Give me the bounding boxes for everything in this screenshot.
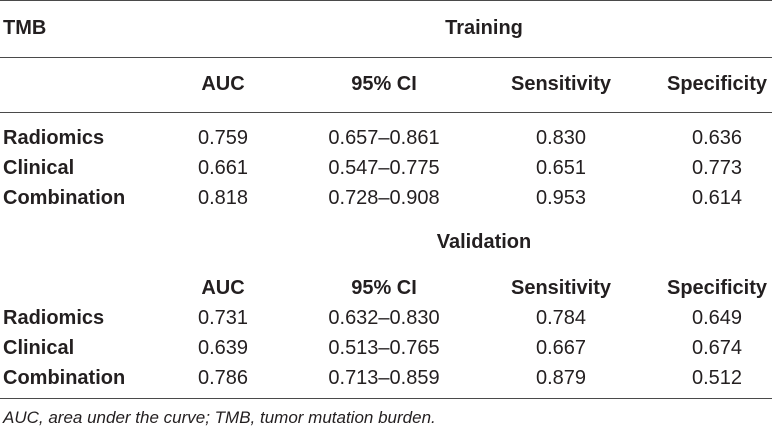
specificity-value: 0.773	[691, 157, 743, 179]
ci-value: 0.513–0.765	[328, 337, 440, 359]
section-title-training: Training	[445, 17, 523, 39]
row-label: Clinical	[3, 337, 75, 359]
column-header-auc: AUC	[201, 73, 245, 95]
ci-value: 0.657–0.861	[328, 127, 440, 149]
column-header-sensitivity: Sensitivity	[510, 73, 612, 95]
table-footnote: AUC, area under the curve; TMB, tumor mu…	[3, 408, 436, 427]
sensitivity-value: 0.784	[535, 307, 587, 329]
ci-value: 0.728–0.908	[328, 187, 440, 209]
sensitivity-value: 0.879	[535, 367, 587, 389]
column-header-ci: 95% CI	[351, 73, 417, 95]
specificity-value: 0.614	[691, 187, 743, 209]
row-label: Combination	[3, 367, 126, 389]
row-label: Radiomics	[3, 307, 105, 329]
header-rule	[0, 57, 772, 58]
specificity-value: 0.636	[691, 127, 743, 149]
auc-value: 0.639	[197, 337, 249, 359]
sensitivity-value: 0.953	[535, 187, 587, 209]
sensitivity-value: 0.651	[535, 157, 587, 179]
auc-value: 0.731	[197, 307, 249, 329]
sensitivity-value: 0.667	[535, 337, 587, 359]
column-header-ci: 95% CI	[351, 277, 417, 299]
auc-value: 0.661	[197, 157, 249, 179]
top-rule	[0, 0, 772, 1]
row-label: Radiomics	[3, 127, 105, 149]
column-header-auc: AUC	[201, 277, 245, 299]
corner-label: TMB	[3, 17, 47, 39]
auc-value: 0.818	[197, 187, 249, 209]
bottom-rule	[0, 398, 772, 399]
ci-value: 0.547–0.775	[328, 157, 440, 179]
ci-value: 0.713–0.859	[328, 367, 440, 389]
specificity-value: 0.649	[691, 307, 743, 329]
auc-value: 0.759	[197, 127, 249, 149]
ci-value: 0.632–0.830	[328, 307, 440, 329]
section-title-validation: Validation	[436, 231, 532, 253]
column-header-specificity: Specificity	[666, 73, 768, 95]
specificity-value: 0.674	[691, 337, 743, 359]
row-label: Clinical	[3, 157, 75, 179]
subheader-rule	[0, 112, 772, 113]
row-label: Combination	[3, 187, 126, 209]
auc-value: 0.786	[197, 367, 249, 389]
specificity-value: 0.512	[691, 367, 743, 389]
column-header-sensitivity: Sensitivity	[510, 277, 612, 299]
sensitivity-value: 0.830	[535, 127, 587, 149]
column-header-specificity: Specificity	[666, 277, 768, 299]
